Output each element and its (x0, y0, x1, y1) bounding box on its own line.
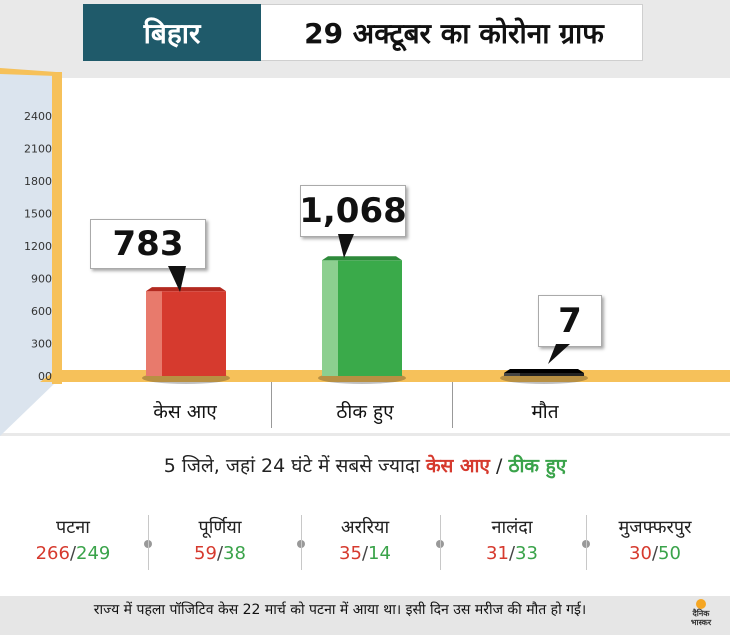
y-tick-label: 2100 (24, 143, 52, 156)
pointer-cases (168, 266, 186, 292)
data-label-cases: 783 (90, 219, 206, 269)
category-label-recovered: ठीक हुए (336, 401, 394, 423)
district-item: मुजफ्फरपुर 30/50 (585, 515, 725, 564)
district-values: 266/249 (3, 543, 143, 564)
logo-text-1: दैनिक (692, 609, 710, 618)
data-label-deaths: 7 (538, 295, 602, 347)
y-tick-label: 300 (31, 338, 52, 351)
subtitle-cases: केस आए (425, 455, 490, 477)
district-recovered: 249 (76, 543, 111, 564)
district-name: मुजफ्फरपुर (618, 517, 692, 538)
bar-2 (504, 373, 584, 376)
district-name: पूर्णिया (198, 517, 242, 538)
district-recovered: 38 (223, 543, 246, 564)
subtitle-prefix: 5 जिले, जहां 24 घंटे में सबसे ज्यादा (163, 455, 420, 477)
district-name: नालंदा (491, 517, 533, 538)
bar-top (504, 369, 584, 373)
district-values: 35/14 (295, 543, 435, 564)
district-item: पटना 266/249 (3, 515, 143, 564)
district-separator: / (508, 543, 516, 564)
district-cases: 266 (35, 543, 70, 564)
footer-note: राज्य में पहला पॉजिटिव केस 22 मार्च को प… (93, 602, 587, 618)
callout-pointers (168, 234, 570, 364)
district-values: 31/33 (442, 543, 582, 564)
subtitle-separator: / (495, 455, 503, 477)
logo-text-2: भास्कर (690, 618, 712, 627)
sun-icon (696, 599, 706, 609)
category-separator (452, 382, 453, 428)
category-label-deaths: मौत (531, 401, 559, 423)
district-separator: / (651, 543, 659, 564)
district-name: पटना (56, 517, 90, 538)
district-cases: 59 (194, 543, 217, 564)
district-divider (440, 515, 441, 570)
category-label-cases: केस आए (153, 401, 217, 423)
district-recovered: 14 (368, 543, 391, 564)
bar-highlight (146, 291, 162, 376)
district-cases: 30 (629, 543, 652, 564)
y-tick-label: 2400 (24, 110, 52, 123)
district-item: नालंदा 31/33 (442, 515, 582, 564)
y-tick-label: 1200 (24, 240, 52, 253)
district-item: अररिया 35/14 (295, 515, 435, 564)
district-recovered: 33 (515, 543, 538, 564)
district-divider (301, 515, 302, 570)
district-cases: 31 (486, 543, 509, 564)
district-recovered: 50 (658, 543, 681, 564)
axis-wall-top (0, 68, 56, 76)
districts-subtitle: 5 जिले, जहां 24 घंटे में सबसे ज्यादा केस… (0, 452, 730, 478)
bar-top (322, 256, 402, 261)
pointer-deaths (548, 344, 570, 364)
category-separator (271, 382, 272, 428)
data-label-recovered: 1,068 (299, 185, 407, 237)
bar-highlight (504, 373, 520, 376)
brand-logo: दैनिक भास्कर (683, 596, 719, 630)
district-values: 59/38 (150, 543, 290, 564)
page-title: 29 अक्टूबर का कोरोना ग्राफ (304, 16, 604, 50)
district-name: अररिया (340, 517, 390, 538)
district-item: पूर्णिया 59/38 (150, 515, 290, 564)
y-tick-label: 1800 (24, 175, 52, 188)
district-cases: 35 (339, 543, 362, 564)
district-values: 30/50 (585, 543, 725, 564)
state-label: बिहार (83, 4, 261, 61)
bar-chart: 2400 2100 1800 1500 1200 900 600 300 00 (0, 68, 730, 436)
district-divider (148, 515, 149, 570)
district-separator: / (69, 543, 77, 564)
district-separator: / (361, 543, 369, 564)
y-tick-label: 00 (38, 370, 52, 383)
district-separator: / (216, 543, 224, 564)
axis-wall (0, 68, 56, 436)
y-tick-label: 900 (31, 273, 52, 286)
subtitle-recovered: ठीक हुए (508, 455, 567, 477)
y-tick-label: 1500 (24, 208, 52, 221)
footer-band (0, 596, 730, 635)
y-axis-bar (52, 72, 62, 384)
pointer-recovered (338, 234, 354, 258)
bar-top (146, 287, 226, 292)
bar-highlight (322, 260, 338, 376)
district-divider (586, 515, 587, 570)
y-tick-label: 600 (31, 305, 52, 318)
